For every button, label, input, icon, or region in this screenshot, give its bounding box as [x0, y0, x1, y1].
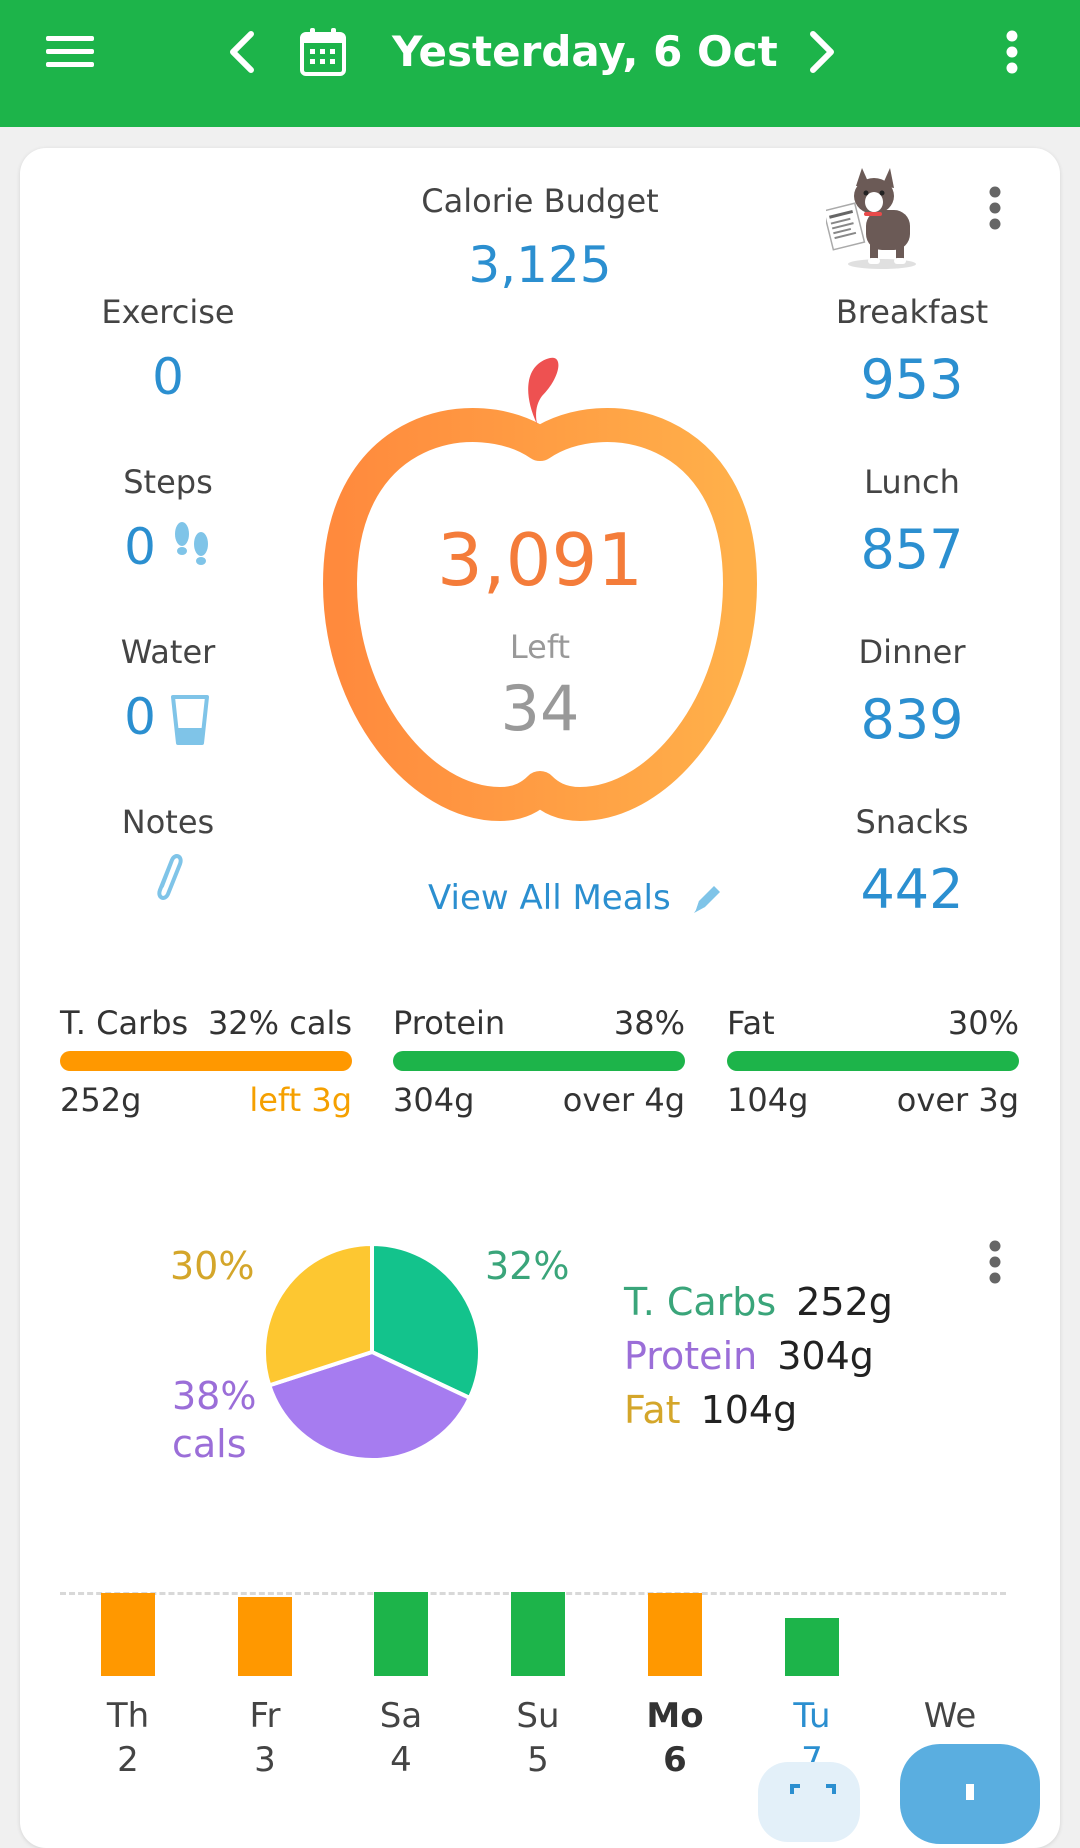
day-number[interactable]: 6	[663, 1740, 687, 1780]
day-number[interactable]: 3	[254, 1740, 276, 1780]
day-label[interactable]: Th	[106, 1696, 150, 1736]
calorie-apple-ring[interactable]	[318, 352, 762, 830]
menu-icon[interactable]	[40, 22, 100, 82]
week-bar[interactable]	[238, 1597, 292, 1676]
day-label[interactable]: We	[923, 1696, 977, 1736]
legend-value: 304g	[777, 1334, 874, 1378]
notes-label: Notes	[121, 803, 215, 841]
legend-name: T. Carbs	[624, 1280, 777, 1324]
pie-chart-more-icon[interactable]	[985, 1240, 1005, 1286]
legend-name: Fat	[624, 1388, 681, 1432]
current-date-title[interactable]: Yesterday, 6 Oct	[392, 27, 778, 76]
dinner-label: Dinner	[858, 633, 966, 671]
macro-1-progress-bar	[393, 1051, 685, 1071]
more-vert-icon[interactable]	[982, 22, 1042, 82]
day-number[interactable]: 5	[527, 1740, 549, 1780]
card-more-icon[interactable]	[985, 186, 1005, 232]
water-label: Water	[120, 633, 216, 671]
macro-2-percent: 30%	[947, 1004, 1019, 1042]
macro-1-label: Protein	[393, 1004, 506, 1042]
macro-2-grams: 104g	[727, 1081, 809, 1119]
macro-0-grams: 252g	[60, 1081, 142, 1119]
calories-eaten-value: 3,091	[436, 518, 644, 602]
steps-value[interactable]: 0	[124, 518, 156, 576]
dog-mascot-icon[interactable]	[822, 166, 926, 270]
week-bar[interactable]	[785, 1618, 839, 1676]
legend-item: Fat 104g	[624, 1388, 797, 1432]
pie-label-carbs: 32%	[485, 1244, 570, 1288]
water-glass-icon[interactable]	[170, 694, 210, 746]
scan-fab[interactable]	[758, 1762, 860, 1842]
day-label[interactable]: Su	[516, 1696, 560, 1736]
day-label[interactable]: Fr	[249, 1696, 281, 1736]
lunch-label: Lunch	[864, 463, 960, 501]
pie-label-protein: 38% cals	[172, 1374, 257, 1466]
top-app-bar: Yesterday, 6 Oct	[0, 0, 1080, 127]
calories-left-value: 34	[500, 672, 580, 745]
add-food-fab[interactable]	[900, 1744, 1040, 1844]
calorie-budget-value[interactable]: 3,125	[468, 236, 612, 294]
day-label[interactable]: Tu	[793, 1696, 831, 1736]
edit-pencil-icon[interactable]	[690, 880, 726, 916]
week-bar[interactable]	[101, 1593, 155, 1676]
macro-0-label: T. Carbs	[60, 1004, 189, 1042]
calorie-budget-label: Calorie Budget	[421, 182, 659, 220]
macro-2-label: Fat	[727, 1004, 775, 1042]
week-bar[interactable]	[511, 1592, 565, 1676]
dinner-value[interactable]: 839	[860, 688, 964, 751]
calories-left-label: Left	[509, 628, 571, 666]
exercise-value[interactable]: 0	[152, 348, 184, 406]
week-bar[interactable]	[374, 1592, 428, 1676]
macro-1-status: over 4g	[562, 1081, 685, 1119]
day-label[interactable]: Mo	[646, 1696, 704, 1736]
chevron-left-icon[interactable]	[212, 22, 272, 82]
macro-0-percent: 32% cals	[207, 1004, 352, 1042]
pie-slice-t-carbs[interactable]	[370, 1241, 482, 1401]
macro-pie-chart[interactable]	[260, 1240, 484, 1464]
macro-1-grams: 304g	[393, 1081, 475, 1119]
macro-2-progress-bar	[727, 1051, 1019, 1071]
legend-name: Protein	[624, 1334, 758, 1378]
day-label[interactable]: Sa	[379, 1696, 423, 1736]
day-number[interactable]: 4	[390, 1740, 412, 1780]
week-bar[interactable]	[648, 1593, 702, 1676]
legend-item: Protein 304g	[624, 1334, 874, 1378]
macro-0-status: left 3g	[249, 1081, 352, 1119]
legend-value: 252g	[796, 1280, 893, 1324]
view-all-meals-link[interactable]: View All Meals	[428, 878, 671, 918]
snacks-label: Snacks	[855, 803, 969, 841]
lunch-value[interactable]: 857	[860, 518, 964, 581]
macro-2-status: over 3g	[896, 1081, 1019, 1119]
breakfast-label: Breakfast	[835, 293, 989, 331]
day-number[interactable]: 2	[117, 1740, 139, 1780]
chevron-right-icon[interactable]	[792, 22, 852, 82]
macro-1-percent: 38%	[613, 1004, 685, 1042]
footsteps-icon	[170, 518, 214, 574]
pie-slice-fat[interactable]	[262, 1241, 374, 1388]
calendar-icon[interactable]	[293, 22, 353, 82]
pie-label-fat: 30%	[170, 1244, 255, 1288]
paperclip-icon[interactable]	[150, 850, 186, 904]
breakfast-value[interactable]: 953	[860, 348, 964, 411]
macro-0-progress-bar	[60, 1051, 352, 1071]
water-value[interactable]: 0	[124, 688, 156, 746]
steps-label: Steps	[123, 463, 213, 501]
legend-item: T. Carbs 252g	[624, 1280, 893, 1324]
pie-slice-protein[interactable]	[266, 1349, 473, 1462]
snacks-value[interactable]: 442	[860, 858, 964, 921]
legend-value: 104g	[700, 1388, 798, 1432]
exercise-label: Exercise	[101, 293, 235, 331]
